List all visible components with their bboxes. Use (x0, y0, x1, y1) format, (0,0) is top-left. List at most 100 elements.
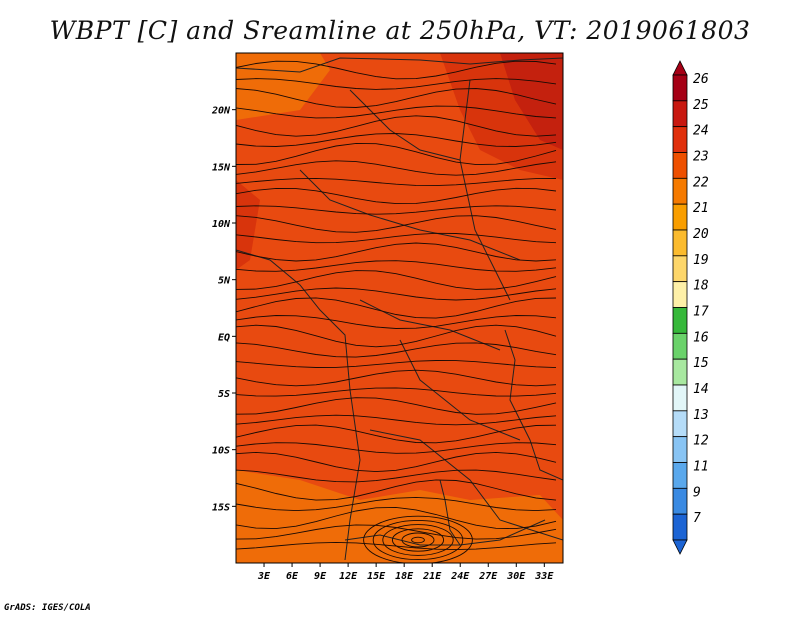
lon-tick-label: 33E (534, 571, 554, 582)
lat-tick-label: 5S (218, 389, 230, 400)
streamline-11 (236, 215, 557, 233)
colorbar-label: 25 (693, 98, 709, 113)
colorbar-segment (672, 358, 688, 386)
colorbar-label: 17 (693, 305, 709, 320)
colorbar-segment (672, 513, 688, 541)
colorbar-label: 23 (693, 150, 709, 165)
streamline-12 (236, 232, 557, 244)
colorbar-label: 13 (693, 408, 709, 423)
lon-tick-label: 21E (422, 571, 442, 582)
colorbar-segment (672, 203, 688, 231)
border-libya-chad (349, 79, 471, 161)
cool-patch-south (236, 470, 563, 563)
coastline-east (504, 329, 563, 481)
colorbar-label: 12 (693, 434, 709, 449)
streamline-29 (236, 469, 557, 483)
colorbar-label: 19 (693, 253, 709, 268)
colorbar-label: 16 (693, 330, 709, 345)
colorbar-label: 9 (693, 485, 701, 500)
lat-tick-label: 10S (212, 446, 230, 457)
lon-tick-label: 3E (257, 571, 271, 582)
lon-tick-label: 6E (286, 571, 299, 582)
streamline-15 (236, 270, 557, 290)
chart-title: WBPT [C] and Sreamline at 250hPa, VT: 20… (49, 16, 751, 45)
colorbar-label: 21 (693, 201, 709, 216)
colorbar-label: 15 (693, 356, 709, 371)
colorbar-label: 22 (693, 175, 709, 190)
streamline-vortex (411, 536, 425, 544)
coastline-north (236, 57, 563, 73)
streamline-6 (236, 142, 557, 166)
colorbar-label: 18 (693, 279, 709, 294)
map-frame (235, 52, 564, 564)
colorbar-segment (672, 307, 688, 334)
streamline-4 (236, 115, 557, 137)
colorbar-segment (672, 410, 688, 438)
streamline-28 (236, 451, 557, 473)
colorbar-segment (672, 177, 688, 205)
colorbar-label: 14 (693, 382, 709, 397)
colorbar-segment (672, 487, 688, 515)
streamline-7 (236, 160, 557, 176)
lat-tick-label: 5N (218, 276, 231, 287)
streamline-25 (236, 414, 557, 426)
streamline-16 (236, 287, 557, 301)
wbpt-field-shading (236, 53, 563, 563)
streamline-1 (236, 78, 557, 90)
hot-patch-northeast (500, 53, 563, 150)
colorbar-segment (672, 229, 688, 257)
streamline-8 (236, 177, 557, 187)
streamline-24 (236, 397, 557, 415)
map-panel: 20N 15N 10N 5N EQ 5S 10S 15S 3E 6E 9E 12E 15E 18E 21E… (211, 52, 564, 582)
streamline-vortex (363, 515, 473, 563)
colorbar: 26 25 24 23 22 21 20 19 18 17 16 15 14 13 12 11 9 7 (672, 60, 709, 555)
streamline-9 (236, 187, 557, 205)
streamline-10 (236, 205, 557, 215)
streamline-21 (236, 360, 557, 369)
streamline-18 (236, 315, 557, 329)
colorbar-bottom-arrow (672, 539, 688, 555)
colorbar-label: 11 (693, 460, 709, 475)
colorbar-segment (672, 255, 688, 283)
colorbar-segment (672, 74, 688, 102)
streamline-30 (236, 479, 557, 501)
colorbar-segment (672, 281, 688, 308)
colorbar-segment (672, 126, 688, 153)
streamline-vortex (382, 524, 454, 556)
warm-patch-west (236, 180, 260, 270)
coastline-west (236, 249, 361, 561)
lon-tick-label: 12E (339, 571, 358, 582)
streamline-19 (236, 324, 557, 348)
streamlines (236, 60, 557, 563)
colorbar-top-arrow (672, 60, 688, 76)
lat-tick-label: 15N (212, 162, 231, 173)
streamline-26 (236, 424, 557, 444)
streamline-3 (236, 105, 557, 119)
streamline-0 (236, 60, 557, 80)
colorbar-label: 24 (693, 124, 709, 139)
streamline-34 (236, 541, 557, 551)
lon-tick-label: 15E (367, 571, 386, 582)
lon-tick-label: 27E (478, 571, 498, 582)
streamline-vortex (391, 528, 445, 552)
lon-tick-label: 18E (395, 571, 414, 582)
lat-tick-label: 10N (212, 219, 231, 230)
streamline-13 (236, 242, 557, 262)
lon-tick-label: 30E (506, 571, 526, 582)
colorbar-segment (672, 332, 688, 360)
streamline-2 (236, 88, 557, 108)
colorbar-segment (672, 384, 688, 412)
streamline-vortex (401, 532, 435, 548)
border-sudan (459, 159, 511, 301)
colorbar-segment (672, 462, 688, 489)
streamline-17 (236, 297, 557, 319)
border-congo (399, 339, 521, 441)
colorbar-segment (672, 436, 688, 463)
grads-credit: GrADS: IGES/COLA (4, 603, 91, 613)
streamline-vortex (372, 519, 464, 561)
colorbar-segment (672, 152, 688, 179)
lat-tick-label: 15S (212, 502, 230, 513)
lat-tick-label: 20N (211, 106, 231, 117)
streamline-31 (236, 496, 557, 512)
